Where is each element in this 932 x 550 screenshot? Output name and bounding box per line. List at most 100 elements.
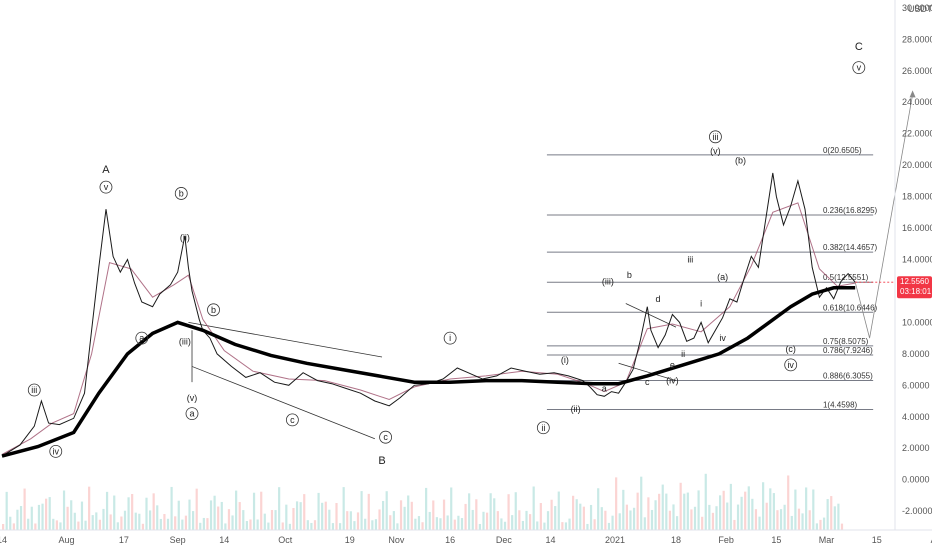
volume-bar (364, 518, 367, 530)
volume-bar (120, 516, 123, 530)
volume-bar (697, 490, 700, 530)
volume-bar (833, 506, 836, 530)
volume-bar (367, 493, 370, 530)
volume-bar (209, 500, 213, 530)
wave-label: b (211, 305, 216, 315)
x-tick-label: Apr (931, 535, 932, 545)
volume-bar (342, 487, 345, 530)
volume-bar (145, 497, 148, 530)
volume-bar (450, 487, 453, 530)
x-tick-label: 2021 (605, 535, 625, 545)
volume-bar (285, 504, 288, 530)
volume-bar (819, 519, 822, 530)
volume-bar (242, 510, 245, 530)
volume-bar (546, 511, 550, 530)
wave-label: iv (787, 360, 794, 370)
volume-bar (532, 486, 535, 530)
volume-bar (701, 516, 704, 530)
volume-bar (812, 489, 815, 530)
volume-bar (435, 517, 438, 530)
volume-bar (507, 494, 510, 530)
volume-bar (9, 516, 12, 530)
volume-bar (493, 498, 496, 530)
volume-bar (668, 510, 672, 530)
wave-label: e (670, 360, 675, 370)
fib-level-label: 0.786(7.9246) (823, 346, 873, 355)
volume-bar (840, 523, 844, 530)
wave-label: (v) (187, 393, 198, 403)
volume-bar (306, 520, 309, 530)
wave-label-circle (207, 303, 220, 317)
volume-bar (156, 505, 159, 530)
volume-bar (554, 506, 557, 530)
wave-label: (iii) (602, 277, 614, 287)
y-tick-label: 14.0000 (902, 254, 932, 264)
volume-bar (356, 512, 360, 530)
volume-bar (188, 499, 191, 530)
x-tick-label: Mar (819, 535, 835, 545)
volume-bar (779, 509, 783, 530)
volume-bar (66, 506, 69, 530)
volume-bar (382, 500, 385, 530)
wave-label: a (189, 409, 194, 419)
volume-bar (776, 510, 779, 530)
wave-label: c (645, 377, 650, 387)
volume-bar (428, 511, 431, 530)
volume-bar (826, 499, 829, 530)
volume-bar (432, 500, 435, 530)
projection-path (854, 94, 913, 339)
volume-bar (235, 490, 238, 530)
y-tick-label: 18.0000 (902, 192, 932, 202)
volume-bar (611, 515, 614, 530)
volume-bar (310, 522, 313, 530)
volume-bar (632, 507, 636, 530)
volume-bar (245, 521, 248, 530)
x-tick-label: Oct (278, 535, 293, 545)
x-tick-label: 15 (872, 535, 882, 545)
volume-bar (48, 497, 51, 530)
volume-bar (274, 510, 277, 530)
volume-bar (765, 502, 768, 530)
channel-line (188, 322, 383, 358)
volume-bar (252, 492, 256, 530)
wave-label-circle (443, 331, 457, 345)
wave-label: b (179, 188, 184, 198)
volume-bar (27, 518, 30, 530)
volume-bar (77, 521, 80, 530)
y-tick-label: 8.0000 (902, 349, 930, 359)
y-tick-label: 0.0000 (902, 475, 930, 485)
volume-bar (539, 503, 542, 530)
volume-bar (805, 487, 808, 530)
wave-label: c (383, 432, 388, 442)
fibonacci-levels: 0(20.6505) 0.236(16.8295) 0.382(14.4657) 0.… (546, 146, 878, 411)
wave-label: b (627, 270, 632, 280)
time-axis[interactable]: 14 Aug 17 Sep 14 Oct 19 Nov 16 Dec 14 2021 18 Feb 15 Ma… (0, 535, 932, 545)
volume-bar (152, 493, 155, 530)
volume-bar (270, 510, 274, 530)
volume-bar (52, 518, 55, 530)
volume-bar (561, 522, 564, 530)
wave-label: (v) (710, 146, 721, 156)
volume-bar (762, 482, 765, 530)
wave-label-circle (99, 180, 113, 194)
wave-label: (a) (717, 272, 728, 282)
volume-bar (184, 515, 188, 530)
volume-bar (403, 506, 406, 530)
volume-bar (772, 493, 775, 530)
volume-bar (600, 507, 603, 530)
volume-bar (263, 513, 266, 530)
volume-bar (231, 515, 234, 530)
current-price-countdown: 03:18:01 (900, 287, 932, 296)
volume-bar (582, 506, 585, 530)
volume-bar (98, 519, 101, 530)
x-tick-label: Sep (170, 535, 186, 545)
volume-bar (503, 521, 507, 530)
volume-bar (597, 488, 600, 530)
volume-bar (195, 488, 198, 530)
x-tick-label: 18 (671, 535, 681, 545)
currency-label: USDT (908, 4, 932, 14)
volume-bar (575, 499, 578, 530)
volume-bar (410, 501, 413, 530)
